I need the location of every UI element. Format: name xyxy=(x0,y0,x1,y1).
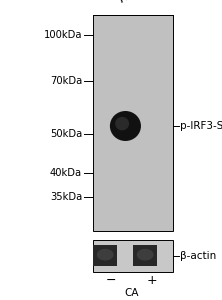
Ellipse shape xyxy=(115,117,129,130)
Text: +: + xyxy=(147,274,157,287)
Text: CA: CA xyxy=(124,287,139,298)
Ellipse shape xyxy=(110,111,141,141)
Ellipse shape xyxy=(137,249,154,261)
Text: 40kDa: 40kDa xyxy=(50,167,82,178)
Text: 35kDa: 35kDa xyxy=(50,191,82,202)
Text: −: − xyxy=(106,274,116,287)
Text: β-actin: β-actin xyxy=(180,251,216,261)
Bar xyxy=(93,240,173,272)
Text: p-IRF3-S386: p-IRF3-S386 xyxy=(180,121,222,131)
Text: HeLa: HeLa xyxy=(117,0,149,6)
Text: 50kDa: 50kDa xyxy=(50,128,82,139)
Text: 70kDa: 70kDa xyxy=(50,76,82,86)
Bar xyxy=(93,245,117,266)
Bar xyxy=(93,15,173,231)
Text: 100kDa: 100kDa xyxy=(44,29,82,40)
Ellipse shape xyxy=(97,249,114,261)
Bar xyxy=(133,245,157,266)
